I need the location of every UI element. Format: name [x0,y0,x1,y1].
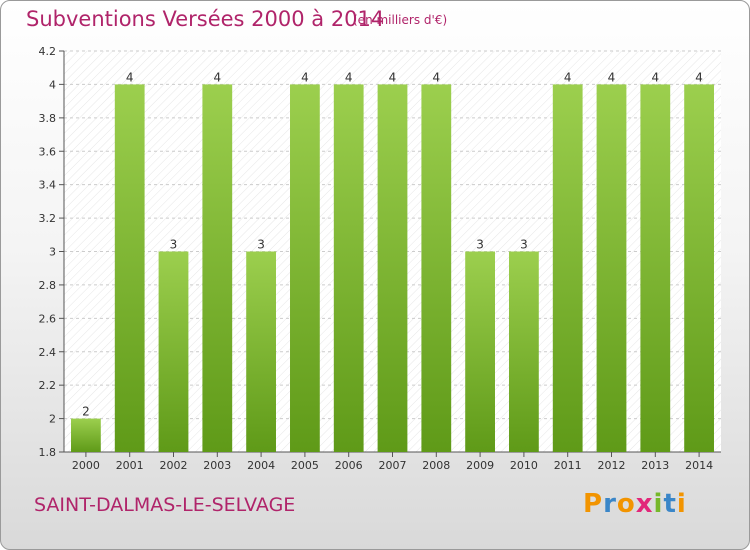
x-tick-label: 2002 [160,459,188,472]
x-tick-label: 2005 [291,459,319,472]
bar-2003 [202,84,233,453]
y-tick-label: 2 [49,413,56,426]
data-label-2006: 4 [345,70,353,84]
x-tick-label: 2012 [598,459,626,472]
commune-name: SAINT-DALMAS-LE-SELVAGE [34,494,296,516]
logo-letter: t [663,489,677,519]
bar-2004 [246,251,276,452]
bar-2000 [71,418,101,452]
logo-letter: r [603,489,617,519]
data-label-2005: 4 [301,70,309,84]
y-tick-label: 3.2 [39,212,57,225]
data-label-2008: 4 [432,70,440,84]
y-tick-label: 3.6 [39,145,57,158]
data-label-2012: 4 [608,70,616,84]
y-tick-label: 4 [49,78,56,91]
logo-letter: i [653,489,664,519]
y-tick-label: 1.8 [39,446,57,459]
x-tick-label: 2004 [247,459,275,472]
bar-2012 [596,84,627,453]
logo-letter: P [583,489,604,519]
x-tick-label: 2000 [72,459,100,472]
bar-2011 [552,84,583,453]
chart-unit: (en milliers d'€) [353,13,448,27]
data-label-2003: 4 [213,70,221,84]
x-tick-label: 2010 [510,459,538,472]
y-tick-label: 2.6 [39,312,57,325]
data-label-2002: 3 [170,238,178,252]
bar-2002 [158,251,189,452]
bar-2009 [465,251,495,452]
bar-2013 [640,84,671,453]
y-tick-label: 4.2 [39,45,57,58]
bar-2008 [421,84,452,453]
x-tick-label: 2003 [203,459,231,472]
logo-letter: i [676,489,687,519]
data-label-2001: 4 [126,70,134,84]
data-label-2007: 4 [389,70,397,84]
y-tick-label: 2.8 [39,279,57,292]
y-tick-label: 2.2 [39,379,57,392]
bar-2005 [290,84,320,453]
bar-2007 [377,84,408,453]
chart-title: Subventions Versées 2000 à 2014 [26,7,385,31]
data-label-2010: 3 [520,238,528,252]
data-label-2014: 4 [695,70,703,84]
data-label-2013: 4 [651,70,659,84]
x-tick-label: 2009 [466,459,494,472]
logo-letter: o [616,489,636,519]
bar-2010 [509,251,539,452]
bar-2001 [114,84,145,453]
data-label-2011: 4 [564,70,572,84]
x-tick-label: 2011 [554,459,582,472]
y-tick-label: 2.4 [39,346,57,359]
y-tick-label: 3.4 [39,179,57,192]
bar-2006 [333,84,364,453]
data-label-2000: 2 [82,405,90,419]
bar-2014 [684,84,714,453]
x-tick-label: 2007 [379,459,407,472]
x-tick-label: 2013 [641,459,669,472]
data-label-2009: 3 [476,238,484,252]
x-tick-label: 2008 [422,459,450,472]
data-label-2004: 3 [257,238,265,252]
x-tick-label: 2006 [335,459,363,472]
y-tick-label: 3 [49,246,56,259]
logo-letter: x [635,489,654,519]
y-tick-label: 3.8 [39,112,57,125]
proxiti-logo: Proxiti [583,489,687,519]
x-tick-label: 2014 [685,459,713,472]
x-tick-label: 2001 [116,459,144,472]
